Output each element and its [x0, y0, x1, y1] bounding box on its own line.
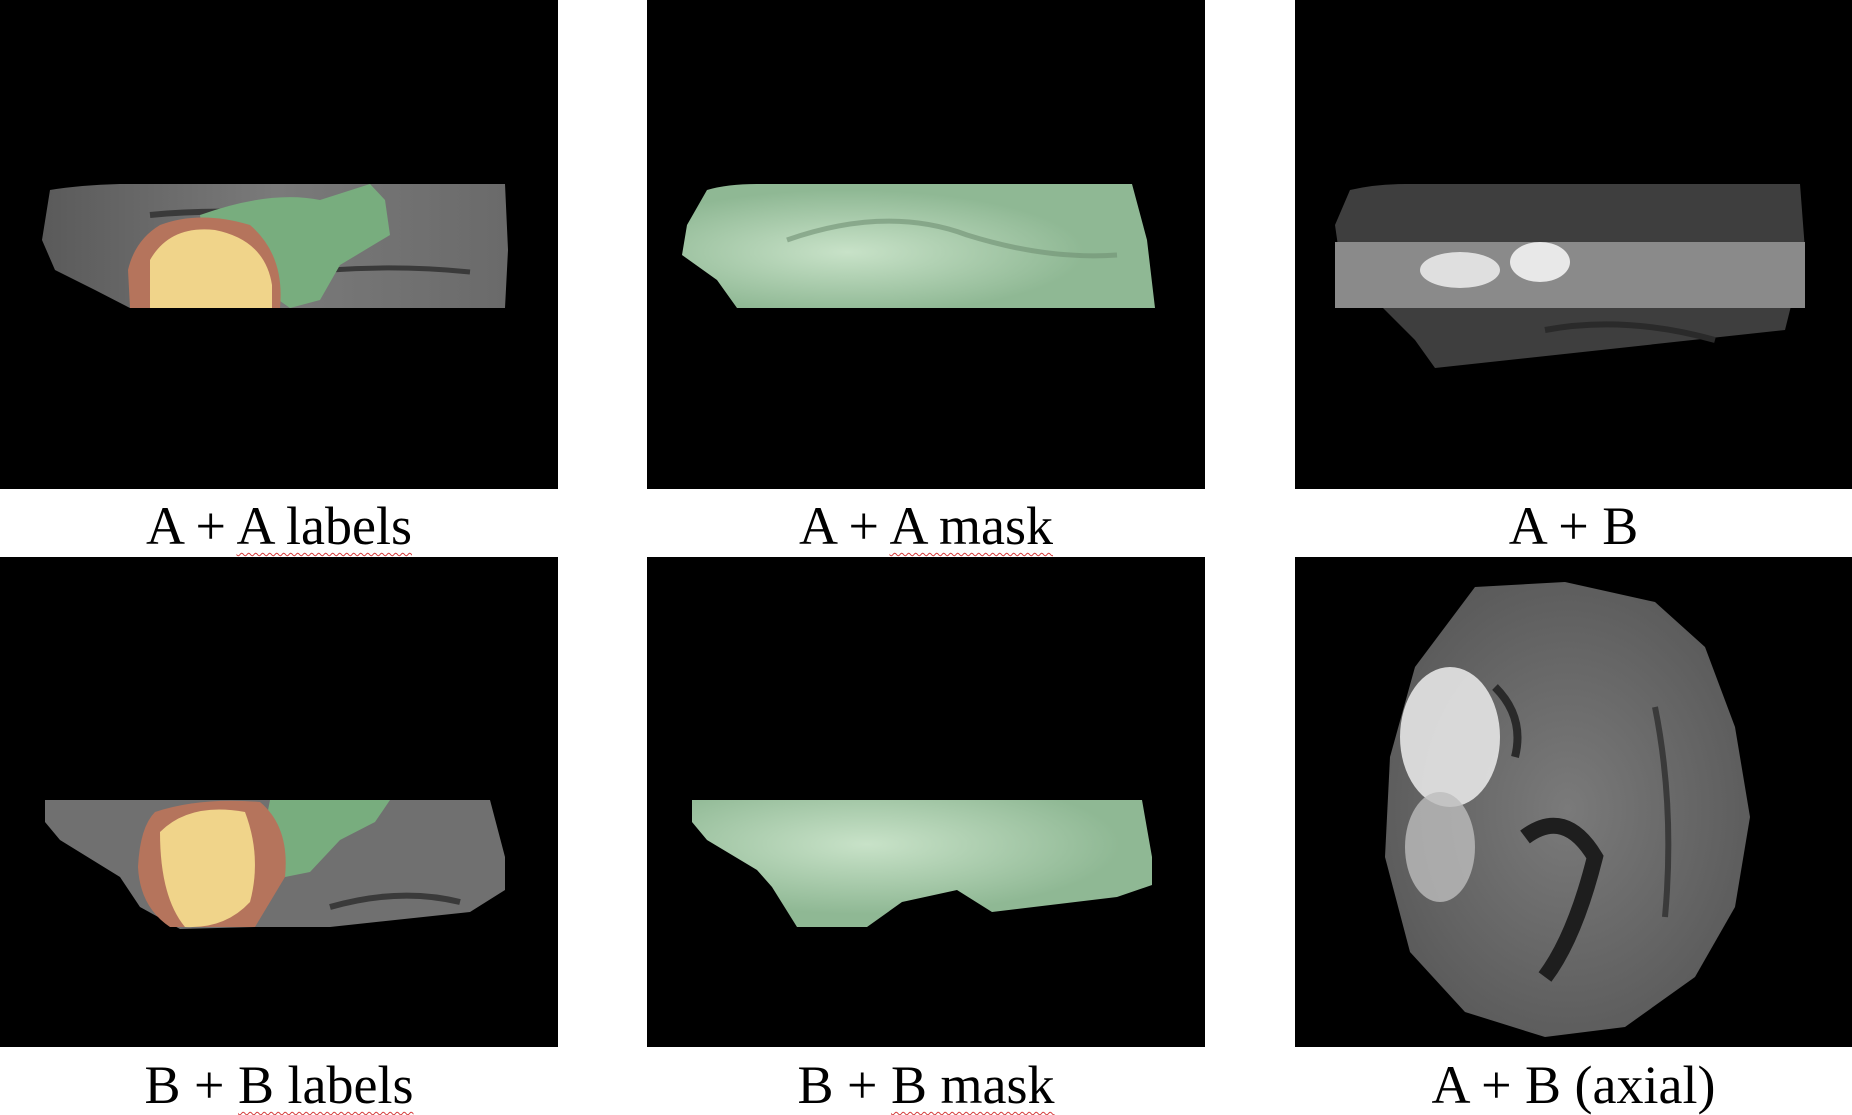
panel-a-b-axial	[1295, 557, 1852, 1047]
caption-b-b-mask: B + B mask	[797, 1055, 1055, 1115]
caption-a-a-mask: A + A mask	[798, 496, 1053, 556]
sagittal-mask-image	[692, 800, 1152, 927]
sagittal-overlay-image	[1335, 184, 1805, 368]
panel-a-b	[1295, 0, 1852, 489]
panel-a-a-mask	[647, 0, 1205, 489]
caption-a-a-labels: A + A labels	[146, 496, 412, 556]
axial-slice-image	[1385, 582, 1750, 1037]
panel-b-b-mask	[647, 557, 1205, 1047]
sagittal-mask-image	[682, 184, 1155, 308]
panel-b-b-labels	[0, 557, 558, 1047]
caption-b-b-labels: B + B labels	[144, 1055, 414, 1115]
panel-a-a-labels	[0, 0, 558, 489]
caption-a-b-axial: A + B (axial)	[1431, 1055, 1716, 1115]
sagittal-slice-image	[45, 800, 505, 929]
caption-a-b: A + B	[1508, 496, 1639, 556]
sagittal-slice-image	[42, 184, 508, 308]
